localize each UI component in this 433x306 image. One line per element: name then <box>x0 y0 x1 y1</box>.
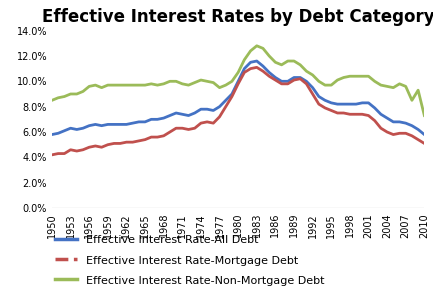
Title: Effective Interest Rates by Debt Category: Effective Interest Rates by Debt Categor… <box>42 8 433 26</box>
Legend: Effective Interest Rate-All Debt, Effective Interest Rate-Mortgage Debt, Effecti: Effective Interest Rate-All Debt, Effect… <box>51 230 329 291</box>
